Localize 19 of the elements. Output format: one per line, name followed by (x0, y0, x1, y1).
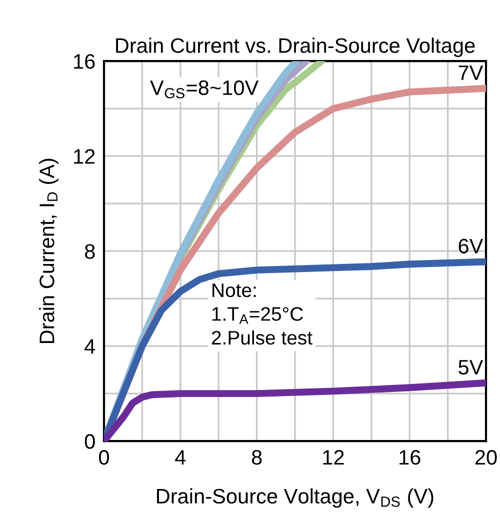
x-tick-label: 0 (99, 450, 109, 465)
y-tick-label: 4 (84, 339, 96, 354)
chart-title: Drain Current vs. Drain-Source Voltage (116, 38, 475, 58)
annotation: V$_{GS}$=8~10V (150, 80, 259, 98)
annotation: Note: 1.T$_{A}$=25°C 2.Pulse test (212, 284, 312, 345)
y-axis-title: Drain Current, I$_{D}$ (A) (39, 158, 58, 344)
y-tick-label: 0 (84, 434, 95, 449)
x-tick-label: 4 (175, 450, 186, 465)
x-tick-label: 16 (400, 450, 420, 465)
x-tick-label: 8 (252, 450, 262, 465)
y-tick-label: 8 (84, 244, 95, 259)
x-tick-label: 20 (475, 450, 497, 465)
y-tick-label: 12 (74, 149, 95, 164)
x-tick-label: 12 (323, 450, 344, 465)
series-label: 6V (458, 238, 484, 254)
series-label: 7V (458, 66, 484, 80)
x-axis-title: Drain-Source Voltage, V$_{DS}$ (V) (157, 488, 434, 508)
series-label: 5V (458, 360, 484, 375)
y-tick-label: 16 (74, 54, 95, 69)
